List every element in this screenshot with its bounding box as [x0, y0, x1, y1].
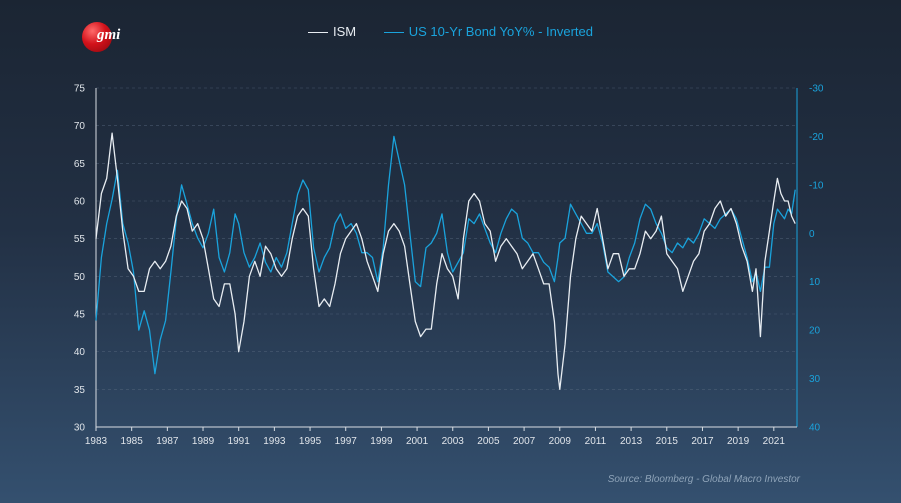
y-right-tick-label--10: -10 [809, 180, 824, 191]
y-left-tick-label-75: 75 [74, 84, 86, 95]
y-left-tick-label-35: 35 [74, 385, 86, 396]
y-right-tick-label-0: 0 [809, 229, 815, 240]
x-tick-label-1983: 1983 [85, 436, 108, 447]
y-right-tick-label-20: 20 [809, 326, 821, 337]
x-tick-label-2011: 2011 [585, 436, 607, 447]
logo-globe-icon [82, 22, 112, 52]
x-tick-label-2021: 2021 [763, 436, 786, 447]
y-left-tick-label-70: 70 [74, 121, 86, 132]
y-right-tick-label-10: 10 [809, 277, 821, 288]
y-left-tick-labels: 30 35 40 45 50 55 60 65 70 75 [74, 84, 86, 434]
series-line-ism [95, 132, 796, 390]
legend-label-ism: ISM [332, 24, 357, 39]
series-line-bond-yoy-inverted [95, 135, 796, 375]
axes [95, 88, 798, 431]
x-tick-label-1997: 1997 [335, 436, 358, 447]
y-right-tick-label--30: -30 [809, 84, 824, 95]
y-right-tick-labels: -30 -20 -10 0 10 20 30 40 [809, 84, 824, 434]
x-tick-label-2005: 2005 [477, 436, 500, 447]
gridlines [96, 87, 797, 390]
x-tick-label-2015: 2015 [656, 436, 679, 447]
y-left-tick-label-40: 40 [74, 347, 86, 358]
y-left-tick-label-30: 30 [74, 423, 86, 434]
x-tick-label-1999: 1999 [370, 436, 393, 447]
x-tick-label-2013: 2013 [620, 436, 643, 447]
legend-item-bond: US 10-Yr Bond YoY% - Inverted [383, 24, 594, 39]
series-lines [95, 132, 796, 390]
legend-swatch-bond [383, 32, 404, 34]
x-tick-label-2007: 2007 [513, 436, 536, 447]
x-tick-label-1985: 1985 [121, 436, 144, 447]
chart-legend: ISM US 10-Yr Bond YoY% - Inverted [0, 24, 901, 39]
x-tick-label-1995: 1995 [299, 436, 322, 447]
y-left-tick-label-55: 55 [74, 234, 86, 245]
y-left-tick-label-60: 60 [74, 197, 86, 208]
y-right-tick-label-30: 30 [809, 374, 821, 385]
x-tick-label-2019: 2019 [727, 436, 750, 447]
x-tick-label-2017: 2017 [691, 436, 714, 447]
legend-item-ism: ISM [307, 24, 357, 39]
logo-text: gmi [97, 27, 121, 43]
y-left-tick-label-50: 50 [74, 272, 86, 283]
x-tick-label-1993: 1993 [263, 436, 286, 447]
x-tick-label-2003: 2003 [442, 436, 465, 447]
x-tick-label-1991: 1991 [228, 436, 251, 447]
x-tick-labels: 1983 1985 1987 1989 1991 1993 1995 1997 1999 2001… [85, 436, 785, 447]
gmi-logo: gmi [82, 22, 134, 52]
x-tick-label-2009: 2009 [549, 436, 572, 447]
y-left-tick-label-45: 45 [74, 310, 86, 321]
x-tick-label-1989: 1989 [192, 436, 215, 447]
y-left-tick-label-65: 65 [74, 159, 86, 170]
legend-swatch-ism [307, 32, 328, 34]
legend-label-bond: US 10-Yr Bond YoY% - Inverted [408, 24, 594, 39]
y-right-tick-label-40: 40 [809, 423, 821, 434]
source-note: Source: Bloomberg - Global Macro Investo… [607, 474, 800, 485]
x-tick-label-1987: 1987 [156, 436, 179, 447]
y-right-tick-label--20: -20 [809, 132, 824, 143]
x-tick-label-2001: 2001 [406, 436, 429, 447]
